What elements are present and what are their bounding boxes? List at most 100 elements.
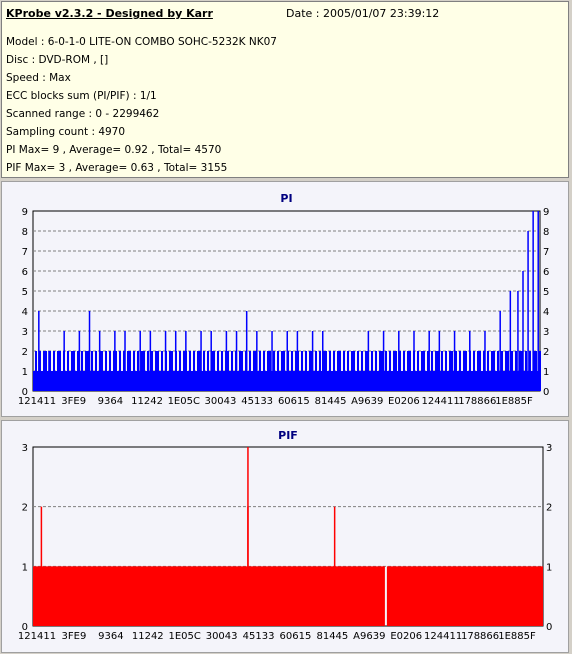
pi-bar bbox=[151, 351, 153, 391]
pi-spike bbox=[367, 331, 370, 391]
pif-spike bbox=[247, 506, 249, 626]
pi-spike bbox=[413, 331, 415, 391]
pi-spike bbox=[499, 311, 501, 391]
x-tick-label: 11242 bbox=[131, 396, 163, 407]
pi-bar bbox=[143, 351, 145, 391]
x-tick-label: 9364 bbox=[98, 396, 123, 407]
pi-bar bbox=[295, 351, 297, 391]
pi-bar bbox=[141, 351, 143, 391]
pi-bar bbox=[161, 351, 163, 391]
pi-bar bbox=[77, 351, 79, 391]
pi-bar bbox=[191, 371, 193, 391]
pi-bar bbox=[133, 351, 135, 391]
x-tick-label: 1E885F bbox=[495, 396, 533, 407]
pi-bar bbox=[303, 371, 305, 391]
pi-bar bbox=[445, 351, 447, 391]
pi-bar bbox=[479, 351, 481, 391]
range-line: Scanned range : 0 - 2299462 bbox=[6, 108, 160, 120]
pi-spike bbox=[185, 331, 187, 391]
pi-bar bbox=[421, 351, 423, 391]
pi-bar bbox=[51, 371, 53, 391]
chart-title: PI bbox=[280, 192, 292, 205]
pi-bar bbox=[109, 351, 111, 391]
pi-bar bbox=[179, 351, 181, 391]
pi-bar bbox=[263, 351, 265, 391]
pi-bar bbox=[351, 351, 353, 391]
pi-bar bbox=[125, 371, 127, 391]
x-tick-label: 121411 bbox=[18, 631, 56, 642]
x-tick-label: A9639 bbox=[353, 631, 385, 642]
pi-bar bbox=[37, 371, 39, 391]
pi-bar bbox=[231, 351, 233, 391]
pi-spike bbox=[149, 331, 152, 391]
pi-bar bbox=[239, 351, 241, 391]
pi-spike bbox=[522, 271, 524, 391]
y-tick-label-right: 7 bbox=[543, 247, 549, 258]
pi-bar bbox=[255, 351, 257, 391]
pi-bar bbox=[333, 351, 335, 391]
pi-bar bbox=[83, 371, 85, 391]
pi-bar bbox=[335, 371, 337, 391]
pi-bar bbox=[59, 351, 61, 391]
pi-bar bbox=[173, 371, 175, 391]
pi-spike bbox=[78, 331, 81, 391]
pif-chart-panel: PIF 0 0 1 1 2 2 3 3 121411 3FE9 9364 11242 1E05C 30043… bbox=[1, 420, 569, 653]
pi-bar bbox=[71, 351, 73, 391]
x-tick-label: 1E05C bbox=[168, 631, 200, 642]
pi-bar bbox=[169, 351, 171, 391]
pi-bar bbox=[159, 371, 161, 391]
pi-bar bbox=[397, 371, 399, 391]
x-tick-label: 45133 bbox=[243, 631, 275, 642]
pi-bar bbox=[145, 371, 147, 391]
pi-bar bbox=[67, 351, 69, 391]
pi-spike bbox=[428, 331, 430, 391]
pi-bar bbox=[209, 371, 211, 391]
pi-bar bbox=[399, 351, 401, 391]
pi-bar bbox=[107, 371, 109, 391]
pi-bar bbox=[407, 351, 409, 391]
pi-bar bbox=[371, 351, 373, 391]
pi-bar bbox=[477, 351, 479, 391]
pi-bar bbox=[101, 351, 103, 391]
pi-bar bbox=[515, 351, 517, 391]
pif-stats-line: PIF Max= 3 , Average= 0.63 , Total= 3155 bbox=[6, 162, 228, 174]
pi-bar bbox=[285, 371, 287, 391]
pi-bar bbox=[501, 351, 503, 391]
y-tick-label-right: 1 bbox=[546, 562, 552, 573]
pi-bar bbox=[525, 351, 527, 391]
y-tick-label-right: 5 bbox=[543, 287, 549, 298]
pi-bar bbox=[327, 371, 329, 391]
pi-bar bbox=[419, 371, 421, 391]
pi-bar bbox=[187, 371, 189, 391]
pi-bar bbox=[395, 351, 397, 391]
pi-bar bbox=[415, 371, 417, 391]
pi-bar bbox=[243, 371, 245, 391]
pi-bar bbox=[319, 351, 321, 391]
pi-bar bbox=[385, 351, 387, 391]
pi-bar bbox=[511, 351, 513, 391]
pi-bar bbox=[443, 371, 445, 391]
pi-spike bbox=[174, 331, 177, 391]
pif-bar bbox=[33, 566, 385, 626]
pi-bar bbox=[357, 351, 359, 391]
pi-bar bbox=[157, 351, 159, 391]
pi-bar bbox=[455, 351, 457, 391]
y-tick-label: 2 bbox=[22, 347, 28, 358]
pi-spike bbox=[296, 331, 299, 391]
pi-bar bbox=[61, 371, 63, 391]
pi-bar bbox=[95, 351, 97, 391]
pi-bar bbox=[313, 371, 315, 391]
y-tick-label-right: 0 bbox=[546, 622, 552, 633]
pi-bar bbox=[249, 351, 251, 391]
pi-bar bbox=[409, 351, 411, 391]
pi-bar bbox=[531, 371, 533, 391]
pi-bar bbox=[273, 351, 275, 391]
pi-bar bbox=[463, 351, 465, 391]
pi-bar bbox=[189, 351, 191, 391]
pi-bar bbox=[97, 371, 99, 391]
pi-bar bbox=[41, 371, 43, 391]
pi-bar bbox=[131, 371, 133, 391]
x-tick-label: 3FE9 bbox=[62, 631, 87, 642]
pi-spike bbox=[352, 351, 354, 391]
pi-bar bbox=[177, 371, 179, 391]
